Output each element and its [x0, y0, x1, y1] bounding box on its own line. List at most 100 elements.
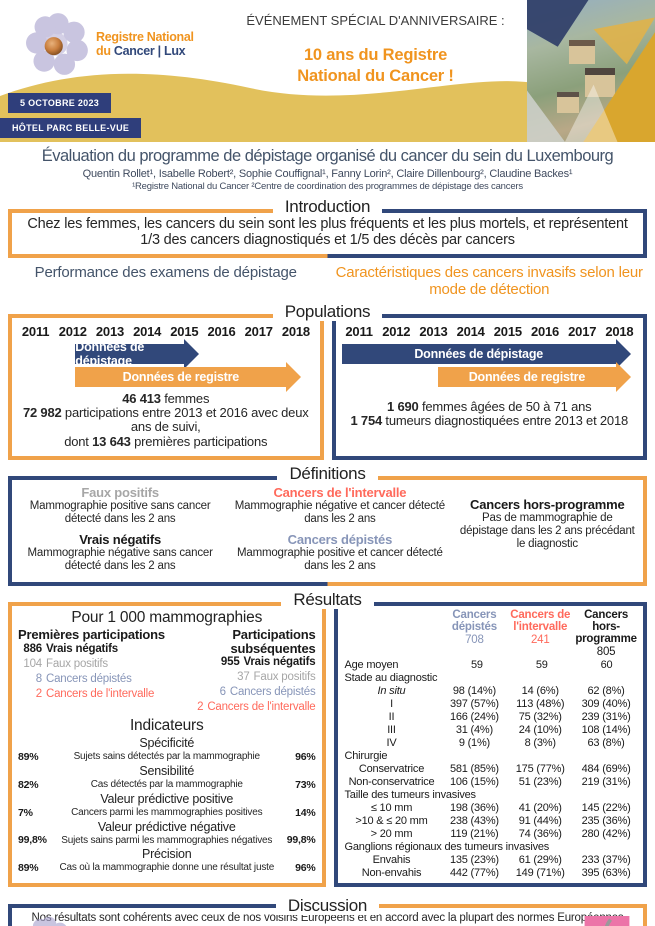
left-column-heading: Performance des examens de dépistage	[34, 264, 297, 282]
year-label: 2012	[58, 323, 87, 339]
definition-term: Cancers dépistés	[287, 532, 393, 548]
stat-label: Vrais négatifs	[46, 642, 118, 655]
year-label: 2014	[133, 323, 162, 339]
table-cell: 60	[600, 659, 613, 672]
population-left-text: 46 413 femmes 72 982 participations entr…	[15, 390, 317, 449]
indicator-description: Sujets sains parmi les mammographies nég…	[61, 834, 273, 846]
year-label: 2013	[419, 323, 448, 339]
table-cell: 31 (4%)	[455, 724, 493, 737]
indicator-left-value: 7%	[18, 806, 33, 819]
table-cell: 106 (15%)	[449, 776, 499, 789]
luxembourg-photo	[527, 0, 655, 142]
photo-building	[569, 40, 595, 64]
stat-label: Vrais négatifs	[243, 656, 316, 669]
table-cell: 41 (20%)	[518, 802, 562, 815]
indicator-name: Valeur prédictive positive	[100, 791, 234, 806]
table-cell: 8 (3%)	[524, 737, 556, 750]
table-cell: 9 (1%)	[458, 737, 491, 750]
table-row-label: IV	[386, 737, 397, 750]
yellow-wave-decoration	[0, 73, 655, 142]
per1000-title: Pour 1 000 mammographies	[71, 609, 263, 627]
indicator-name: Spécificité	[139, 736, 195, 751]
table-row-label: Ganglions régionaux des tumeurs invasive…	[344, 840, 550, 853]
table-column-count: 708	[465, 634, 484, 647]
results-table: Cancers dépistés 708 Cancers de l'interval…	[342, 609, 640, 880]
stat-label: Faux positifs	[46, 657, 108, 670]
stat-row: 37 Faux positifs	[167, 670, 316, 685]
registre-data-arrow: Données de registre	[437, 366, 616, 387]
table-cell: 145 (22%)	[581, 802, 631, 815]
table-row-label: II	[388, 711, 395, 724]
stat-row: 2 Cancers de l'intervalle	[167, 700, 316, 715]
table-row: Stade au diagnostic	[342, 672, 640, 685]
table-cell: 149 (71%)	[515, 866, 565, 879]
indicator-name: Précision	[141, 847, 192, 862]
table-cell: 235 (36%)	[581, 815, 631, 827]
table-cell: 91 (44%)	[518, 815, 562, 827]
table-cell: 239 (31%)	[581, 711, 631, 724]
year-label: 2015	[170, 323, 199, 339]
table-row: Conservatrice 581 (85%) 175 (77%) 484 (69%)	[342, 763, 640, 776]
results-table-box: Cancers dépistés 708 Cancers de l'interval…	[333, 602, 647, 887]
table-row: III 31 (4%) 24 (10%) 108 (14%)	[342, 724, 640, 737]
table-header-spacer	[342, 609, 442, 658]
year-label: 2017	[568, 323, 597, 339]
year-label: 2016	[207, 323, 236, 339]
table-cell: 175 (77%)	[515, 763, 565, 776]
definition-description: Mammographie positive sans cancer détect…	[29, 500, 211, 526]
table-cell: 61 (29%)	[518, 853, 562, 866]
indicator-values: 89% Cas où la mammographie donne une résu…	[18, 862, 316, 874]
column-headings: Performance des examens de dépistage Car…	[8, 264, 647, 298]
table-cell: 581 (85%)	[449, 763, 499, 776]
year-label: 2014	[456, 323, 485, 339]
photo-building	[557, 92, 579, 113]
table-cell: 238 (43%)	[449, 815, 499, 827]
table-row-label: >10 & ≤ 20 mm	[355, 815, 428, 827]
population-stat-line: 72 982 participations entre 2013 et 2016…	[22, 405, 309, 435]
table-cell: 233 (37%)	[581, 853, 631, 866]
table-header-row: Cancers dépistés 708 Cancers de l'interval…	[342, 609, 640, 658]
table-column-header: Cancers dépistés 708	[442, 609, 508, 658]
indicator-right-value: 14%	[295, 806, 316, 819]
mammography-breast-icon	[584, 915, 630, 926]
table-cell: 75 (32%)	[518, 711, 562, 724]
definition-entry: Faux positifs Mammographie positive sans …	[20, 485, 220, 526]
table-row-label: Chirurgie	[344, 750, 388, 763]
table-row: > 20 mm 119 (21%) 74 (36%) 280 (42%)	[342, 828, 640, 841]
table-row: >10 & ≤ 20 mm 238 (43%) 91 (44%) 235 (36%)	[342, 815, 640, 828]
stat-number: 37	[237, 671, 250, 684]
indicator-left-value: 82%	[18, 778, 39, 791]
authors-line: Quentin Rollet¹, Isabelle Robert², Sophi…	[82, 168, 573, 180]
depistage-data-arrow: Données de dépistage	[341, 343, 616, 364]
per1000-columns: Premières participations 886 Vrais négati…	[18, 628, 316, 715]
population-stat-line: 46 413 femmes	[122, 390, 210, 406]
indicator-right-value: 96%	[295, 750, 316, 763]
table-cell: 442 (77%)	[449, 866, 499, 879]
first-participations-column: Premières participations 886 Vrais négati…	[18, 628, 167, 715]
definition-entry: Vrais négatifs Mammographie négative sans…	[20, 532, 220, 573]
table-row-label: > 20 mm	[370, 827, 413, 840]
stat-row: 104 Faux positifs	[18, 657, 167, 672]
definitions-heading: Définitions	[8, 464, 647, 484]
subsequent-participations-header: Participations subséquentes	[230, 627, 316, 656]
definitions-section: Définitions Faux positifs Mammographie po…	[8, 464, 647, 587]
table-row-label: Non-conservatrice	[348, 776, 435, 789]
definition-description: Mammographie négative et cancer détecté …	[234, 500, 445, 526]
table-row-label: Stade au diagnostic	[344, 672, 438, 685]
table-cell: 198 (36%)	[449, 802, 499, 815]
first-participations-header: Premières participations	[18, 627, 165, 643]
indicators-title: Indicateurs	[129, 717, 204, 735]
discussion-box: Discussion Nos résultats sont cohérents …	[8, 895, 647, 926]
year-label: 2013	[95, 323, 125, 339]
populations-screening-box: 2011 2012 2013 2014 2015 2016 2017 2018 Données…	[8, 313, 324, 461]
populations-registry-box: 2011 2012 2013 2014 2015 2016 2017 2018 Données…	[331, 313, 647, 461]
rnc-logo-line1: Registre National	[96, 30, 194, 44]
stat-number: 2	[197, 701, 204, 714]
table-row-label: In situ	[377, 685, 406, 698]
table-row-label: ≤ 10 mm	[370, 802, 413, 815]
stat-row: 2 Cancers de l'intervalle	[18, 687, 167, 702]
depistage-data-arrow: Données de dépistage	[75, 340, 184, 368]
table-cell: 108 (14%)	[581, 724, 631, 737]
population-stat-line: 1 690 femmes âgées de 50 à 71 ans	[387, 398, 592, 414]
